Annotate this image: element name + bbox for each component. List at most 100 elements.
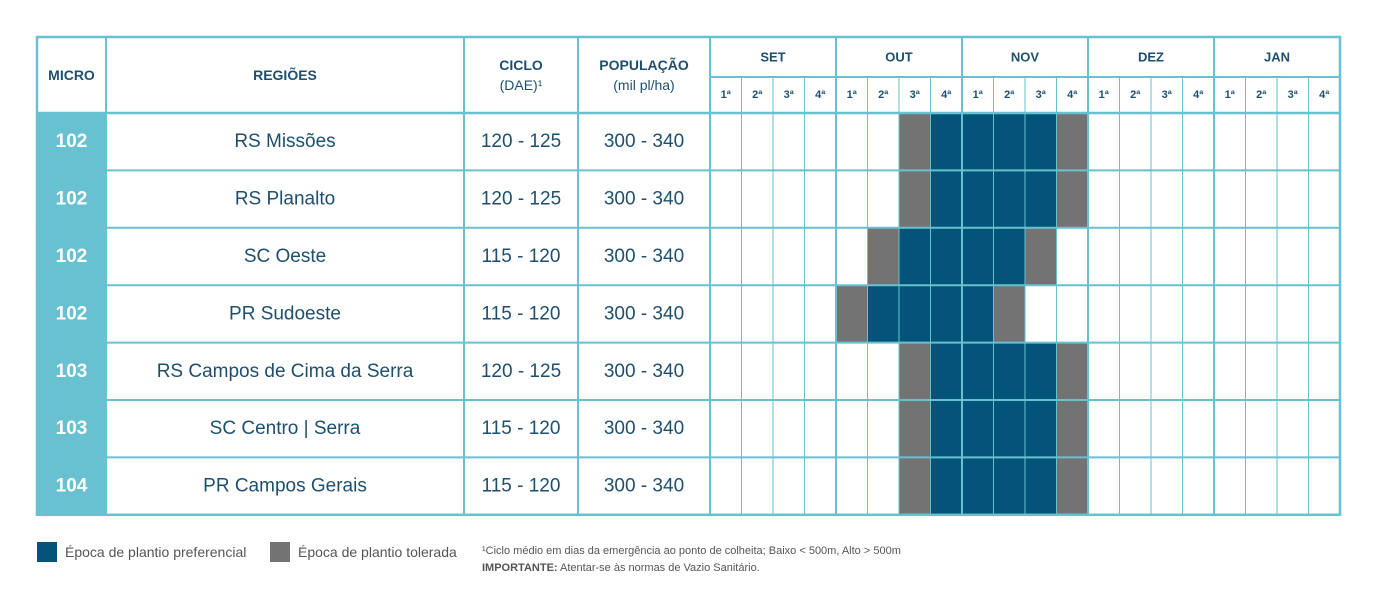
tolerated-week-cell <box>899 113 931 171</box>
legend-preferred-label: Época de plantio preferencial <box>65 544 247 560</box>
month-label-nov: NOV <box>1011 50 1040 65</box>
week-label: 2ª <box>878 89 889 101</box>
week-label: 3ª <box>1036 89 1047 101</box>
preferred-week-cell <box>962 342 994 401</box>
tolerated-week-cell <box>899 457 931 516</box>
micro-code: 102 <box>56 189 88 210</box>
header-populacao-unit: (mil pl/ha) <box>613 77 674 93</box>
header-micro: MICRO <box>48 67 95 83</box>
micro-code: 102 <box>56 246 88 267</box>
week-label: 4ª <box>941 89 952 101</box>
week-label: 3ª <box>1288 89 1299 101</box>
tolerated-week-cell <box>836 285 868 344</box>
preferred-week-cell <box>993 113 1026 171</box>
preferred-week-cell <box>930 400 963 458</box>
micro-column-bg <box>37 113 106 515</box>
week-label: 2ª <box>1256 89 1267 101</box>
region-name: SC Centro | Serra <box>210 418 361 439</box>
preferred-week-cell <box>962 170 994 229</box>
micro-code: 103 <box>56 361 88 382</box>
preferred-week-cell <box>930 227 963 286</box>
preferred-week-cell <box>899 285 931 344</box>
preferred-week-cell <box>899 227 931 286</box>
ciclo-value: 115 - 120 <box>482 476 561 497</box>
populacao-value: 300 - 340 <box>604 418 684 439</box>
tolerated-week-cell <box>1056 457 1089 516</box>
preferred-week-cell <box>993 400 1026 458</box>
tolerated-week-cell <box>993 285 1026 344</box>
populacao-value: 300 - 340 <box>604 303 684 324</box>
month-label-dez: DEZ <box>1138 50 1164 65</box>
header-ciclo: CICLO <box>499 57 543 73</box>
populacao-value: 300 - 340 <box>604 361 684 382</box>
ciclo-value: 115 - 120 <box>482 418 561 439</box>
month-label-jan: JAN <box>1264 50 1290 65</box>
micro-code: 104 <box>56 476 88 497</box>
week-label: 1ª <box>973 89 984 101</box>
week-label: 3ª <box>784 89 795 101</box>
ciclo-value: 120 - 125 <box>481 361 561 382</box>
region-name: PR Campos Gerais <box>203 476 367 497</box>
important-label: IMPORTANTE: <box>482 562 558 574</box>
footnote-cycle: ¹Ciclo médio em dias da emergência ao po… <box>482 545 901 557</box>
preferred-week-cell <box>867 285 900 344</box>
micro-code: 102 <box>56 303 88 324</box>
header-regioes: REGIÕES <box>253 66 317 83</box>
footnote-important: IMPORTANTE: Atentar-se às normas de Vazi… <box>482 560 901 577</box>
week-label: 1ª <box>1099 89 1110 101</box>
preferred-week-cell <box>993 342 1026 401</box>
legend-tolerated: Época de plantio tolerada <box>270 542 457 562</box>
preferred-week-cell <box>962 227 994 286</box>
week-label: 3ª <box>1162 89 1173 101</box>
preferred-week-cell <box>962 113 994 171</box>
preferred-week-cell <box>993 170 1026 229</box>
tolerated-week-cell <box>1056 113 1089 171</box>
planting-calendar-table: MICRO REGIÕES CICLO (DAE)¹ POPULAÇÃO (mil pl/… <box>35 35 1342 517</box>
week-label: 4ª <box>1067 89 1078 101</box>
tolerated-week-cell <box>1025 227 1057 286</box>
tolerated-week-cell <box>1056 342 1089 401</box>
preferred-week-cell <box>930 113 963 171</box>
ciclo-value: 120 - 125 <box>481 189 561 210</box>
week-label: 2ª <box>1004 89 1015 101</box>
ciclo-value: 115 - 120 <box>482 246 561 267</box>
region-name: RS Planalto <box>235 189 335 210</box>
week-label: 1ª <box>721 89 732 101</box>
region-name: RS Campos de Cima da Serra <box>157 361 414 382</box>
ciclo-value: 120 - 125 <box>481 131 561 152</box>
legend-preferred: Época de plantio preferencial <box>37 542 246 562</box>
important-text: Atentar-se às normas de Vazio Sanitário. <box>557 562 760 574</box>
preferred-week-cell <box>962 400 994 458</box>
header-populacao: POPULAÇÃO <box>599 56 689 73</box>
tolerated-week-cell <box>1056 170 1089 229</box>
preferred-week-cell <box>1025 457 1057 516</box>
region-name: SC Oeste <box>244 246 326 267</box>
preferred-week-cell <box>993 227 1026 286</box>
tolerated-swatch <box>270 542 290 562</box>
micro-code: 103 <box>56 418 88 439</box>
micro-code: 102 <box>56 131 88 152</box>
preferred-week-cell <box>930 457 963 516</box>
legend-tolerated-label: Época de plantio tolerada <box>298 544 457 560</box>
preferred-week-cell <box>1025 342 1057 401</box>
week-label: 4ª <box>1319 89 1330 101</box>
week-label: 4ª <box>1193 89 1204 101</box>
week-label: 1ª <box>847 89 858 101</box>
preferred-week-cell <box>1025 400 1057 458</box>
week-label: 2ª <box>752 89 763 101</box>
footnotes: ¹Ciclo médio em dias da emergência ao po… <box>482 543 901 577</box>
preferred-week-cell <box>930 342 963 401</box>
preferred-week-cell <box>930 285 963 344</box>
preferred-week-cell <box>1025 113 1057 171</box>
week-label: 3ª <box>910 89 921 101</box>
header-ciclo-unit: (DAE)¹ <box>500 77 543 93</box>
populacao-value: 300 - 340 <box>604 189 684 210</box>
tolerated-week-cell <box>899 170 931 229</box>
week-label: 2ª <box>1130 89 1141 101</box>
tolerated-week-cell <box>899 342 931 401</box>
preferred-week-cell <box>930 170 963 229</box>
preferred-week-cell <box>1025 170 1057 229</box>
table-border <box>35 35 1342 517</box>
tolerated-week-cell <box>899 400 931 458</box>
region-name: PR Sudoeste <box>229 303 341 324</box>
